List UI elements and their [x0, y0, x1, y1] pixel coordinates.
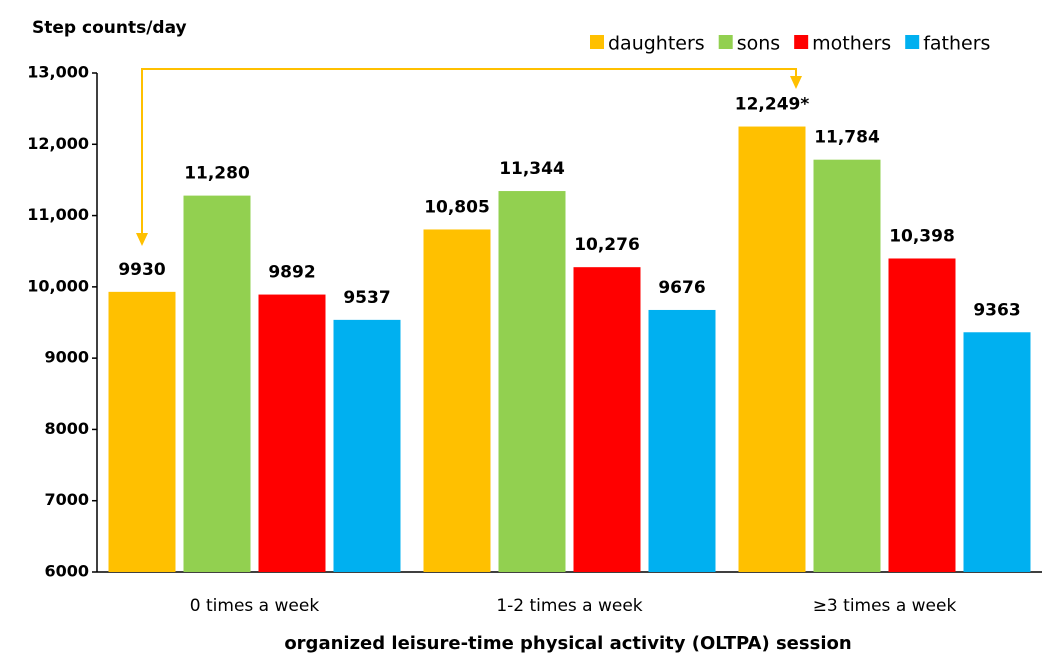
- legend-swatch: [718, 35, 733, 49]
- value-label: 9892: [268, 263, 315, 283]
- bar: [963, 332, 1031, 572]
- x-tick-label: ≥3 times a week: [813, 596, 957, 616]
- arrow-head: [136, 233, 148, 246]
- legend-swatch: [905, 35, 920, 49]
- value-label: 9363: [973, 300, 1020, 320]
- value-label: 11,280: [184, 164, 250, 184]
- legend-label: daughters: [608, 33, 705, 55]
- bar: [648, 309, 716, 572]
- chart-title: Step counts/day: [32, 18, 187, 38]
- value-label: 12,249*: [735, 95, 810, 115]
- bar: [573, 267, 641, 572]
- y-tick-label: 8000: [44, 419, 89, 438]
- bar: [258, 294, 326, 572]
- y-tick-label: 12,000: [27, 134, 89, 153]
- x-tick-label: 0 times a week: [190, 596, 320, 616]
- bar: [813, 159, 881, 573]
- y-tick-label: 7000: [44, 490, 89, 509]
- y-tick-label: 6000: [44, 562, 89, 581]
- bar: [498, 191, 566, 573]
- bar: [423, 229, 491, 572]
- value-label: 11,784: [814, 128, 880, 148]
- y-tick-label: 13,000: [27, 63, 89, 82]
- legend-label: sons: [737, 33, 780, 55]
- legend-label: mothers: [812, 33, 891, 55]
- legend-swatch: [590, 35, 604, 49]
- x-axis-label: organized leisure-time physical activity…: [284, 633, 851, 654]
- bar: [333, 319, 401, 572]
- value-label: 11,344: [499, 159, 565, 179]
- arrow-head: [790, 76, 802, 89]
- value-label: 10,805: [424, 197, 490, 217]
- value-label: 9930: [118, 260, 165, 280]
- annotation-arrow: [141, 68, 797, 242]
- value-label: 9537: [343, 288, 390, 308]
- value-label: 10,398: [889, 226, 955, 246]
- legend-label: fathers: [923, 33, 990, 55]
- bar: [738, 126, 806, 572]
- bar: [888, 258, 956, 572]
- bar: [108, 291, 176, 572]
- x-tick-label: 1-2 times a week: [496, 596, 642, 616]
- value-label: 10,276: [574, 235, 640, 255]
- y-tick-label: 11,000: [27, 205, 89, 224]
- legend-swatch: [794, 35, 809, 49]
- value-label: 9676: [658, 278, 705, 298]
- y-tick-label: 9000: [44, 348, 89, 367]
- y-tick-label: 10,000: [27, 276, 89, 295]
- bar: [183, 195, 251, 572]
